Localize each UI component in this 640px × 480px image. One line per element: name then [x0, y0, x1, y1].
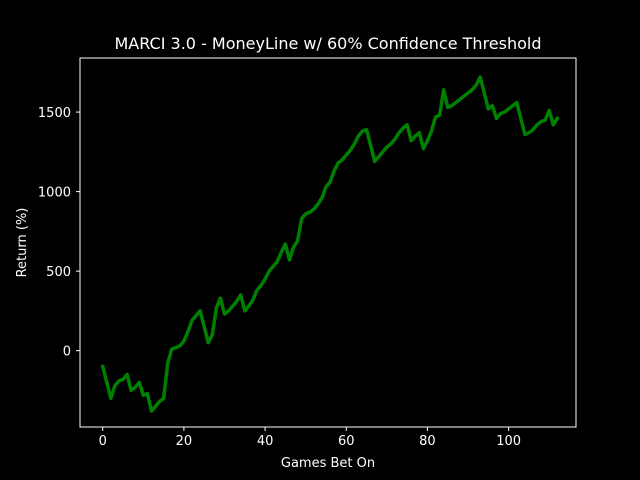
x-axis-ticks: 0 20 40 60 80 100 [99, 427, 521, 449]
x-tick-label: 0 [99, 434, 107, 449]
x-tick-label: 40 [257, 434, 274, 449]
x-axis-label: Games Bet On [281, 456, 375, 471]
chart-title: MARCI 3.0 - MoneyLine w/ 60% Confidence … [114, 34, 541, 53]
y-tick-label: 0 [63, 345, 71, 360]
x-tick-label: 100 [496, 434, 521, 449]
x-tick-label: 80 [419, 434, 436, 449]
plot-area [79, 57, 577, 428]
y-axis-ticks: 0 500 1000 1500 [38, 106, 80, 360]
y-tick-label: 1500 [38, 106, 71, 121]
x-tick-label: 20 [176, 434, 193, 449]
series-group [100, 75, 560, 413]
y-axis-label: Return (%) [15, 208, 30, 278]
y-tick-label: 1000 [38, 186, 71, 201]
y-tick-label: 500 [46, 265, 71, 280]
series-line [100, 75, 560, 413]
x-tick-label: 60 [338, 434, 355, 449]
